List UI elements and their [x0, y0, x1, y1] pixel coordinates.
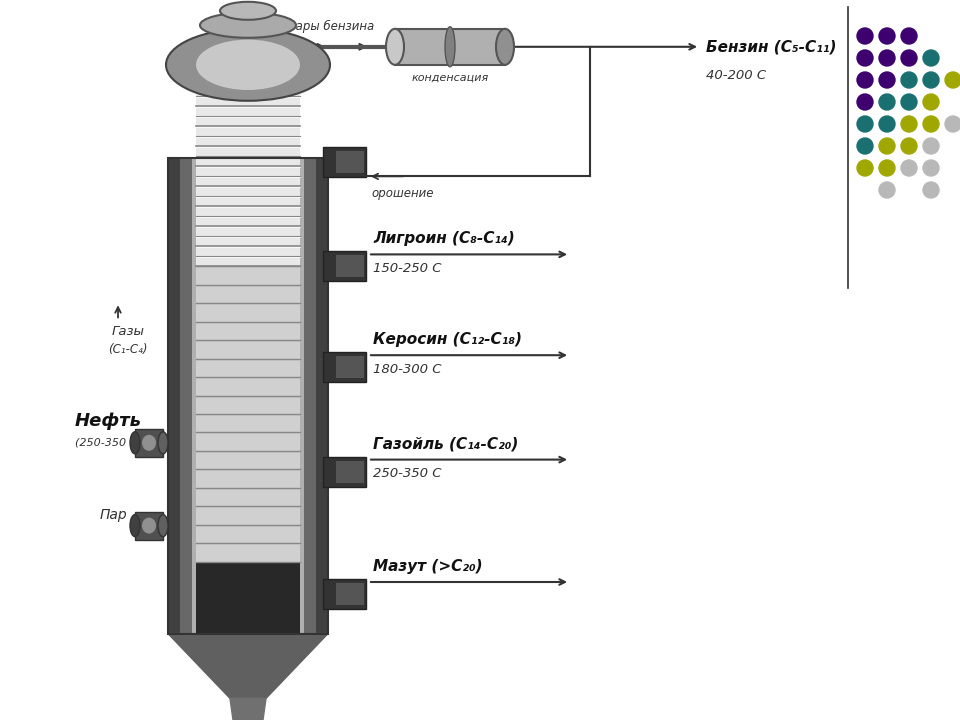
Text: (С₁-С₄): (С₁-С₄): [108, 343, 148, 356]
Circle shape: [857, 72, 873, 88]
Circle shape: [901, 28, 917, 44]
Circle shape: [857, 50, 873, 66]
Text: Мазут (>С₂₀): Мазут (>С₂₀): [373, 559, 483, 574]
Bar: [196, 562, 300, 634]
Bar: [323, 352, 366, 382]
Text: Газойль (С₁₄-С₂₀): Газойль (С₁₄-С₂₀): [373, 436, 518, 451]
Circle shape: [901, 50, 917, 66]
Circle shape: [857, 28, 873, 44]
Bar: [395, 29, 505, 65]
Circle shape: [879, 50, 895, 66]
Text: Нефть: Нефть: [75, 412, 141, 431]
Circle shape: [923, 138, 939, 154]
Circle shape: [879, 182, 895, 198]
Circle shape: [923, 160, 939, 176]
Ellipse shape: [200, 12, 296, 38]
Circle shape: [901, 160, 917, 176]
Circle shape: [857, 160, 873, 176]
Circle shape: [879, 72, 895, 88]
Text: орошение: орошение: [371, 187, 434, 200]
Ellipse shape: [130, 515, 140, 536]
Ellipse shape: [142, 435, 156, 451]
Bar: [323, 579, 366, 609]
Ellipse shape: [158, 432, 168, 454]
Text: 250-350 С: 250-350 С: [373, 467, 442, 480]
Circle shape: [857, 94, 873, 110]
Polygon shape: [168, 634, 328, 698]
Text: Лигроин (С₈-С₁₄): Лигроин (С₈-С₁₄): [373, 231, 515, 246]
Circle shape: [901, 138, 917, 154]
Bar: [316, 158, 328, 634]
Bar: [323, 251, 366, 282]
Circle shape: [857, 138, 873, 154]
Text: пары бензина: пары бензина: [288, 19, 374, 33]
Text: Газы: Газы: [111, 325, 145, 338]
Bar: [192, 158, 304, 634]
Bar: [336, 256, 364, 277]
Circle shape: [879, 116, 895, 132]
Text: 40-200 С: 40-200 С: [706, 69, 766, 82]
Bar: [336, 151, 364, 173]
Circle shape: [945, 116, 960, 132]
Text: конденсация: конденсация: [412, 73, 489, 83]
Text: Пар: Пар: [99, 508, 127, 522]
Bar: [168, 158, 180, 634]
Bar: [196, 266, 300, 562]
Bar: [336, 461, 364, 482]
Bar: [180, 158, 192, 634]
Bar: [304, 158, 316, 634]
Circle shape: [923, 94, 939, 110]
Ellipse shape: [386, 29, 404, 65]
Text: (250-350 С): (250-350 С): [75, 438, 141, 448]
Circle shape: [879, 160, 895, 176]
Bar: [323, 456, 366, 487]
Bar: [135, 429, 163, 456]
Text: Керосин (С₁₂-С₁₈): Керосин (С₁₂-С₁₈): [373, 332, 522, 347]
Bar: [323, 147, 366, 177]
Circle shape: [945, 72, 960, 88]
Ellipse shape: [196, 40, 300, 90]
Circle shape: [923, 116, 939, 132]
Circle shape: [879, 28, 895, 44]
Ellipse shape: [142, 518, 156, 534]
Circle shape: [857, 116, 873, 132]
Circle shape: [901, 116, 917, 132]
Circle shape: [923, 182, 939, 198]
Bar: [135, 512, 163, 539]
Circle shape: [879, 138, 895, 154]
Circle shape: [901, 94, 917, 110]
Bar: [336, 356, 364, 378]
Bar: [168, 158, 328, 634]
Ellipse shape: [166, 29, 330, 101]
Bar: [336, 583, 364, 605]
Ellipse shape: [445, 27, 455, 67]
Ellipse shape: [220, 2, 276, 20]
Circle shape: [901, 72, 917, 88]
Ellipse shape: [496, 29, 514, 65]
Text: 150-250 С: 150-250 С: [373, 262, 442, 275]
Circle shape: [879, 94, 895, 110]
Text: Бензин (С₅-С₁₁): Бензин (С₅-С₁₁): [706, 40, 836, 54]
Circle shape: [923, 72, 939, 88]
Ellipse shape: [130, 432, 140, 454]
Circle shape: [923, 50, 939, 66]
Polygon shape: [230, 698, 266, 720]
Text: 180-300 С: 180-300 С: [373, 363, 442, 376]
Bar: [196, 86, 300, 266]
Ellipse shape: [158, 515, 168, 536]
